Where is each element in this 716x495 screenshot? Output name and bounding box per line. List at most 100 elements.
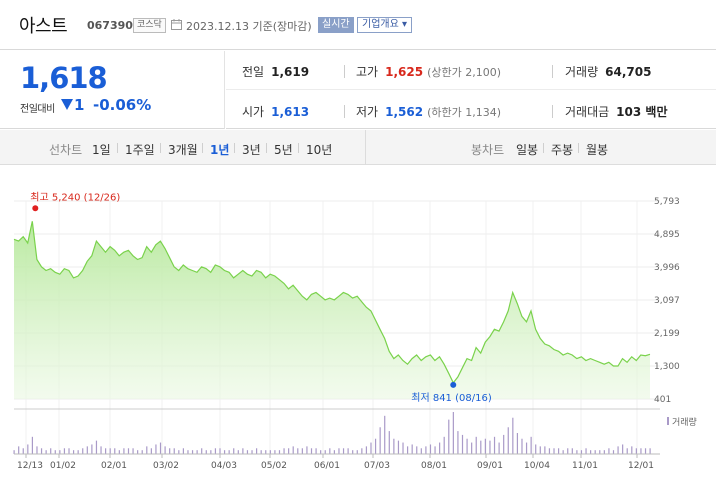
volume-bar: [31, 436, 34, 454]
stat-low: 저가 1,562 (하한가 1,134): [356, 105, 501, 119]
candle-chart-label: 봉차트: [471, 143, 505, 157]
volume-bar: [265, 450, 267, 454]
volume-bar: [585, 448, 587, 454]
tab-daily-candle[interactable]: 일봉: [516, 143, 539, 157]
volume-bar: [201, 448, 203, 454]
volume-bar: [27, 444, 29, 454]
volume-bar: [576, 450, 578, 454]
volume-bar: [59, 450, 61, 454]
volume-bar: [310, 448, 313, 454]
volume-bar: [306, 446, 308, 454]
volume-bar: [118, 450, 120, 454]
line-chart-label: 선차트: [49, 143, 83, 157]
volume-bar: [411, 444, 413, 454]
volume-bar: [594, 450, 596, 454]
tab-5y[interactable]: 5년: [274, 143, 293, 157]
volume-bar: [493, 436, 496, 454]
volume-bar: [631, 446, 633, 454]
low-annotation: 최저 841 (08/16): [411, 392, 492, 404]
price-chart[interactable]: 5,793 4,895 3,996 3,097 2,199 1,300 401 최고 5,2…: [0, 166, 716, 495]
volume-bar: [196, 450, 198, 454]
tab-10y[interactable]: 10년: [306, 143, 333, 157]
volume-bar: [155, 444, 157, 454]
volume-bar: [498, 442, 500, 454]
x-tick-label: 02/01: [101, 461, 127, 471]
volume-bar: [54, 450, 56, 454]
volume-bar: [535, 444, 537, 454]
volume-bar: [50, 448, 52, 454]
volume-bar: [608, 448, 610, 454]
volume-bar: [251, 450, 253, 454]
company-overview-dropdown[interactable]: 기업개요 ▾: [357, 17, 412, 33]
volume-bar: [288, 448, 290, 454]
volume-bar: [173, 448, 175, 454]
tab-weekly-candle[interactable]: 주봉: [551, 143, 574, 157]
volume-bar: [434, 446, 436, 454]
volume-bar: [512, 417, 514, 454]
volume-bar: [123, 448, 125, 454]
tab-3m[interactable]: 3개월: [168, 143, 198, 157]
y-tick-label: 3,097: [654, 296, 680, 306]
volume-bar: [141, 450, 143, 454]
volume-bar: [105, 448, 107, 454]
volume-bar: [649, 448, 651, 454]
volume-bar: [397, 440, 400, 454]
x-tick-label: 09/01: [477, 461, 503, 471]
tab-monthly-candle[interactable]: 월봉: [586, 143, 609, 157]
x-tick-label: 06/01: [314, 461, 340, 471]
volume-bar: [562, 450, 564, 454]
volume-bar: [233, 448, 235, 454]
stat-prev-close: 전일 1,619: [242, 65, 310, 79]
calendar-icon: [171, 19, 182, 30]
volume-bar: [114, 448, 116, 454]
volume-bar: [379, 427, 381, 454]
volume-bar: [571, 448, 573, 454]
volume-bar: [352, 450, 354, 454]
volume-bar: [237, 450, 239, 454]
volume-bar: [599, 450, 601, 454]
x-tick-label: 07/03: [364, 461, 390, 471]
y-tick-label: 5,793: [654, 197, 680, 207]
x-tick-label: 11/01: [572, 461, 598, 471]
volume-bar: [109, 448, 111, 454]
volume-bar: [384, 415, 386, 454]
tab-1y[interactable]: 1년: [210, 143, 230, 157]
volume-bar: [443, 436, 445, 454]
volume-bar: [539, 446, 541, 454]
volume-bar: [22, 448, 24, 454]
volume-bar: [283, 448, 285, 454]
tab-3y[interactable]: 3년: [242, 143, 261, 157]
volume-bar: [388, 431, 390, 454]
volume-bar: [164, 446, 166, 454]
volume-bar: [516, 433, 519, 454]
stat-trade-amount: 거래대금 103 백만: [565, 105, 668, 119]
low-marker: [450, 381, 457, 388]
volume-bar: [544, 446, 546, 454]
volume-bar: [521, 438, 523, 454]
x-tick-label: 03/02: [153, 461, 179, 471]
quote-date: 2023.12.13 기준(장마감): [186, 20, 312, 33]
volume-bar: [256, 448, 258, 454]
volume-bar: [329, 448, 331, 454]
volume-legend-icon: [667, 417, 669, 425]
x-tick-label: 12/01: [628, 461, 654, 471]
volume-bar: [36, 446, 38, 454]
volume-bar: [580, 450, 583, 454]
volume-bar: [507, 427, 509, 454]
realtime-button[interactable]: 실시간: [318, 17, 354, 33]
volume-bar: [567, 448, 569, 454]
volume-bar: [374, 438, 377, 454]
volume-bar: [320, 450, 322, 454]
volume-bar: [95, 440, 98, 454]
current-price: 1,618: [20, 61, 108, 95]
tab-1d[interactable]: 1일: [92, 143, 111, 157]
volume-bar: [553, 448, 555, 454]
change-value: 1: [74, 96, 85, 114]
volume-bar: [480, 440, 482, 454]
volume-bar: [210, 450, 212, 454]
volume-bar: [603, 450, 605, 454]
volume-bar: [548, 448, 551, 454]
tab-1w[interactable]: 1주일: [125, 143, 155, 157]
volume-legend: 거래량: [672, 416, 697, 428]
volume-bar: [420, 448, 422, 454]
